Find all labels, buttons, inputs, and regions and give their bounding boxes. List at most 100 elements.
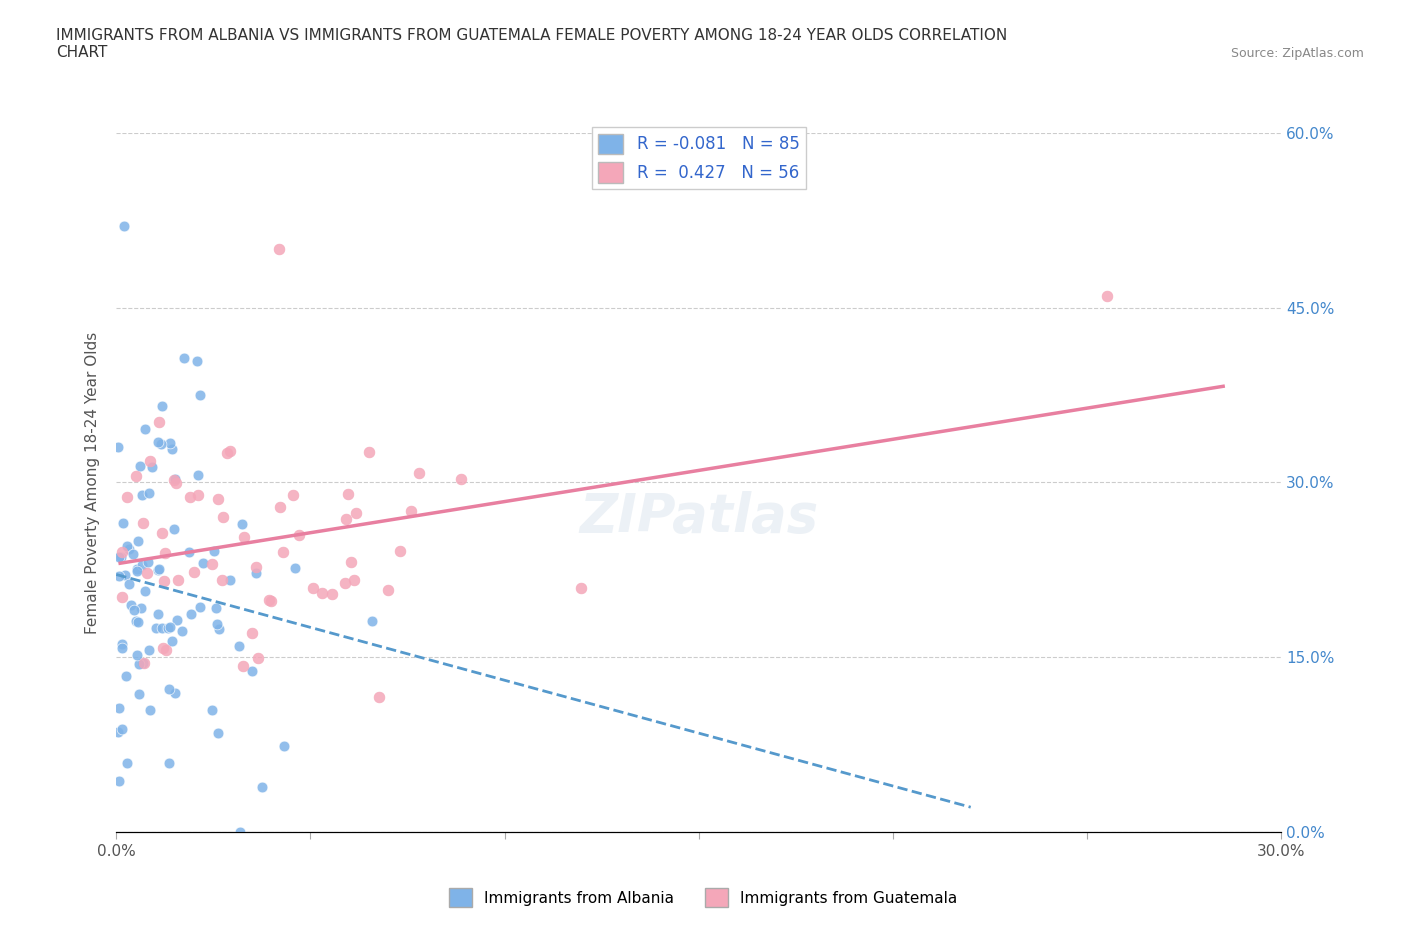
Point [232,658,254,673]
Point [141,460,163,475]
Point [401,504,423,519]
Point [163,685,186,700]
Point [153,545,176,560]
Point [183,565,205,579]
Point [569,581,592,596]
Point [207,725,229,740]
Point [180,606,202,621]
Point [359,445,381,460]
Point [377,582,399,597]
Point [131,488,153,503]
Y-axis label: Female Poverty Among 18-24 Year Olds: Female Poverty Among 18-24 Year Olds [86,331,100,633]
Point [107,774,129,789]
Point [288,527,311,542]
Point [159,436,181,451]
Point [139,703,162,718]
Point [229,825,252,840]
Point [153,574,176,589]
Point [107,724,129,739]
Point [343,573,366,588]
Point [250,780,273,795]
Point [228,638,250,653]
Point [240,663,263,678]
Point [132,656,155,671]
Point [148,561,170,576]
Point [188,388,211,403]
Point [127,648,149,663]
Point [167,572,190,587]
Point [165,476,187,491]
Point [150,399,173,414]
Point [120,597,142,612]
Point [112,515,135,530]
Point [148,563,170,578]
Point [187,468,209,483]
Point [361,614,384,629]
Point [200,702,222,717]
Point [131,557,153,572]
Point [128,458,150,473]
Point [281,487,304,502]
Point [157,756,180,771]
Point [110,549,132,564]
Point [152,621,174,636]
Point [148,415,170,430]
Point [321,587,343,602]
Point [111,722,134,737]
Point [131,515,153,530]
Point [146,606,169,621]
Text: Source: ZipAtlas.com: Source: ZipAtlas.com [1230,46,1364,60]
Point [205,617,228,631]
Point [111,590,134,604]
Point [118,541,141,556]
Point [202,543,225,558]
Point [302,580,325,595]
Legend: Immigrants from Albania, Immigrants from Guatemala: Immigrants from Albania, Immigrants from… [443,883,963,913]
Point [162,633,184,648]
Point [208,622,231,637]
Point [273,738,295,753]
Point [218,443,240,458]
Point [269,499,291,514]
Point [217,445,239,460]
Point [148,434,170,449]
Point [311,585,333,600]
Point [179,544,201,559]
Point [135,565,157,580]
Point [337,486,360,501]
Point [201,556,224,571]
Point [111,637,134,652]
Point [127,614,149,629]
Point [233,529,256,544]
Point [179,489,201,504]
Point [134,421,156,436]
Point [114,567,136,582]
Point [344,505,367,520]
Point [259,592,281,607]
Point [245,560,267,575]
Point [157,620,180,635]
Point [211,572,233,587]
Point [132,656,155,671]
Point [271,544,294,559]
Point [139,454,162,469]
Point [166,613,188,628]
Point [127,562,149,577]
Point [335,512,357,526]
Point [149,437,172,452]
Point [125,563,148,578]
Point [108,568,131,583]
Point [115,755,138,770]
Point [389,543,412,558]
Point [163,472,186,487]
Point [111,544,134,559]
Point [339,554,361,569]
Point [165,472,187,486]
Point [118,577,141,591]
Text: ZIPatlas: ZIPatlas [579,491,818,543]
Point [122,603,145,618]
Point [127,534,149,549]
Point [115,538,138,553]
Point [160,441,183,456]
Point [129,600,152,615]
